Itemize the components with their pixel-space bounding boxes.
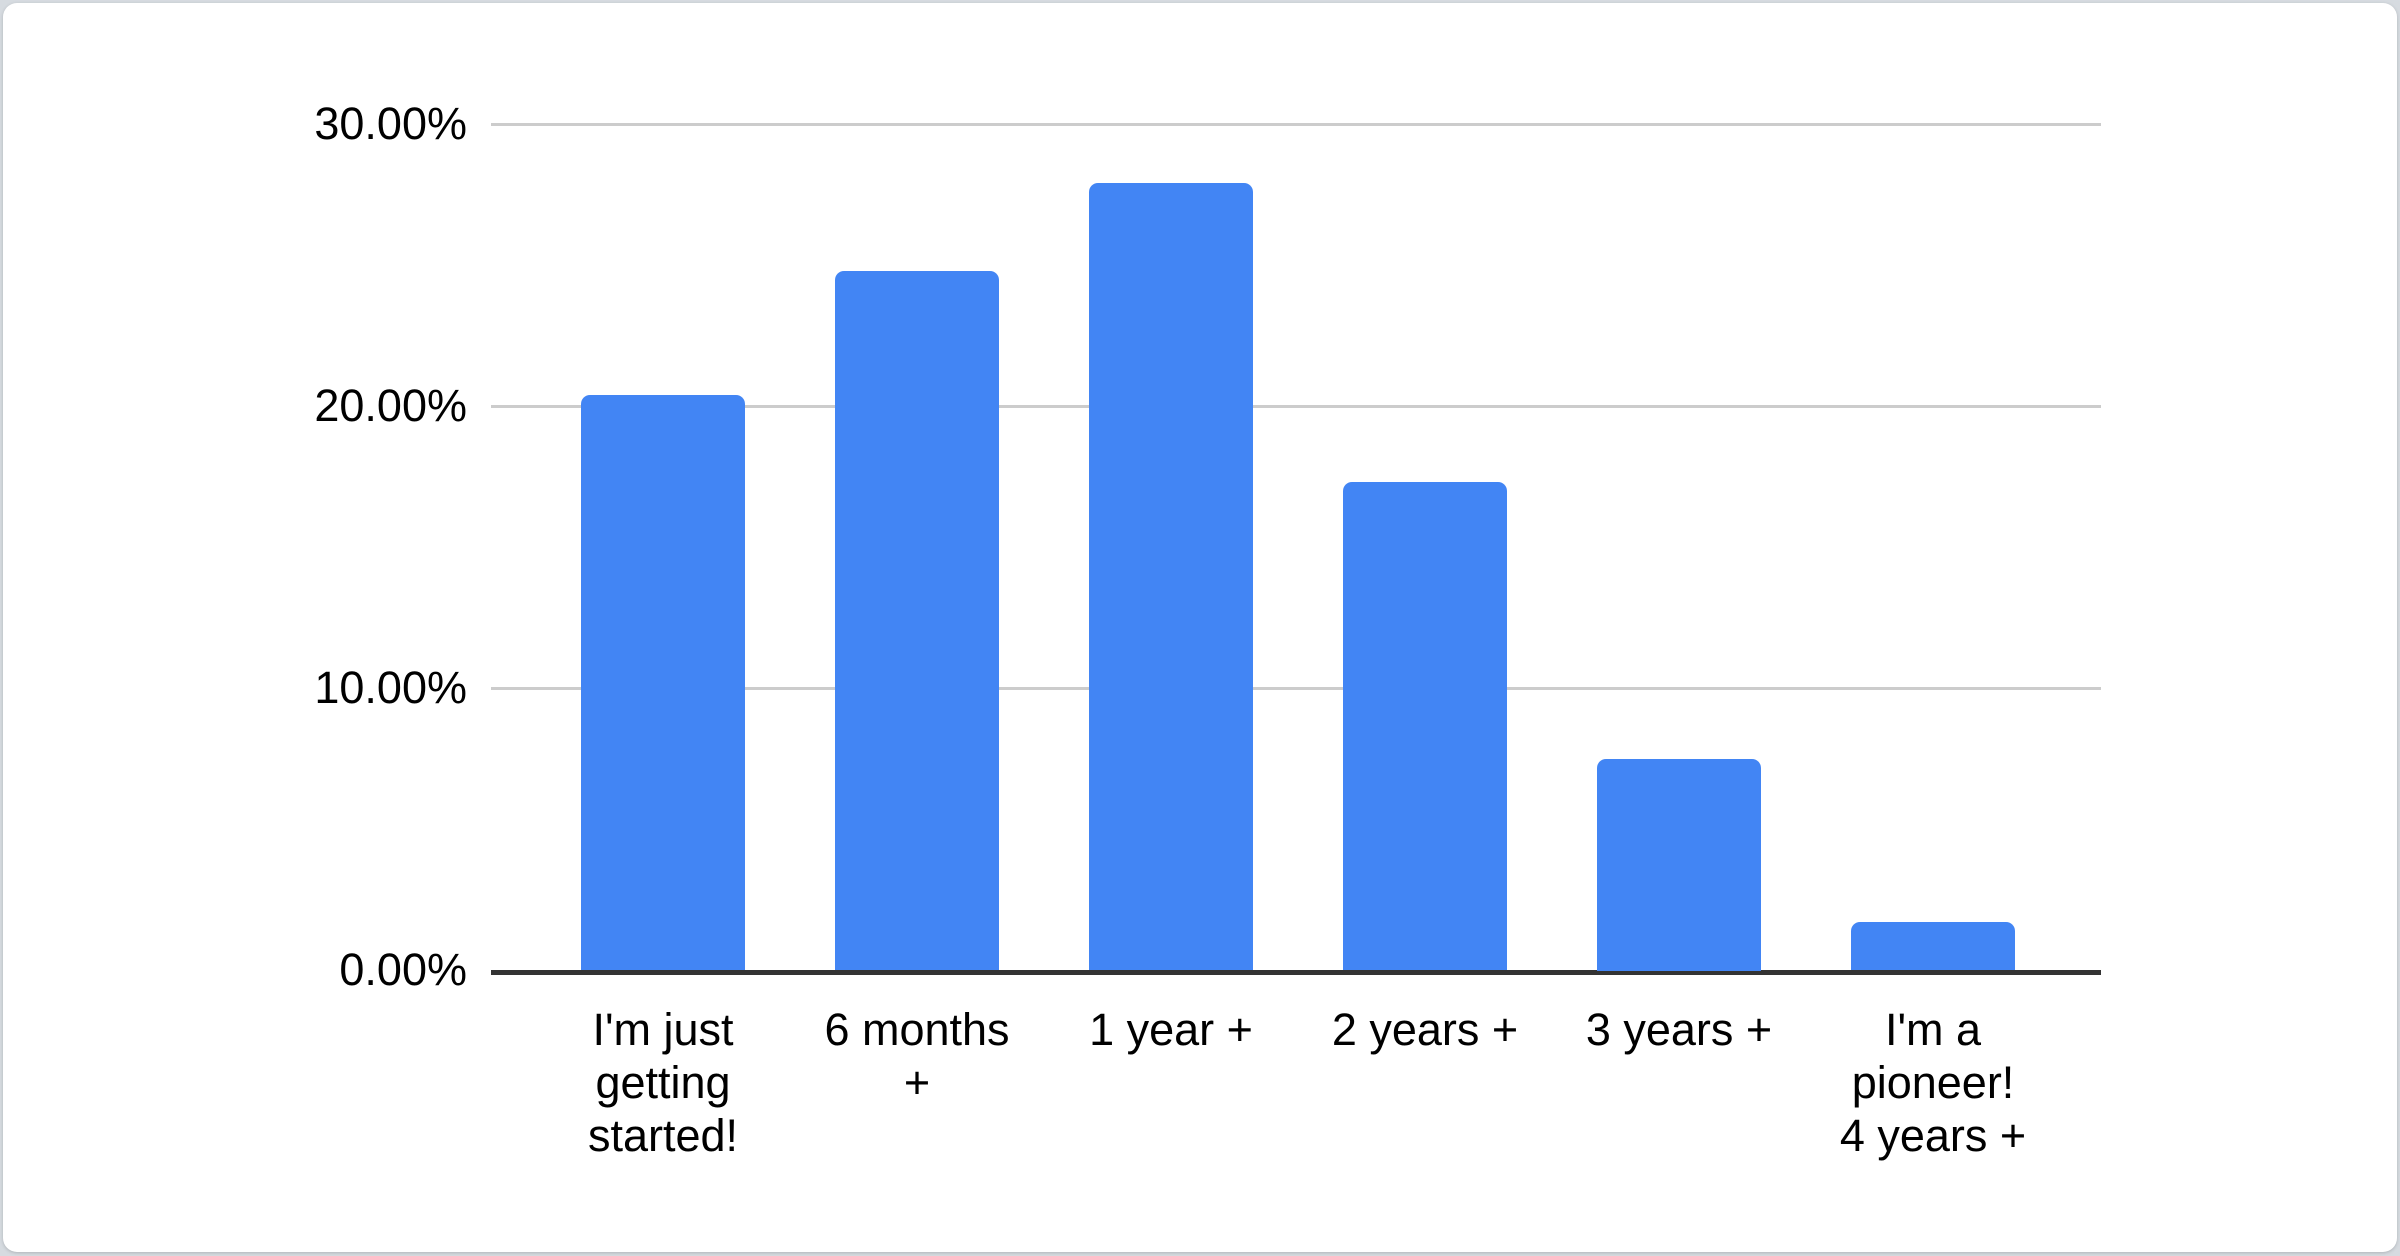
y-axis-tick-label: 0.00% bbox=[339, 944, 467, 995]
x-axis-label-1: 6 months + bbox=[824, 1004, 1010, 1108]
chart-card: 30.00% 20.00% 10.00% 0.00% I'm just getting … bbox=[3, 3, 2397, 1252]
plot-area bbox=[491, 122, 2101, 975]
y-axis-tick-label: 20.00% bbox=[314, 380, 467, 431]
x-axis-label-2: 1 year + bbox=[1089, 1004, 1253, 1055]
y-axis-tick-label: 10.00% bbox=[314, 662, 467, 713]
bar-0[interactable] bbox=[581, 395, 745, 970]
bar-3[interactable] bbox=[1343, 482, 1507, 970]
gridline-30 bbox=[491, 122, 2101, 126]
y-axis-tick-label: 30.00% bbox=[314, 98, 467, 149]
x-axis-label-5: I'm a pioneer! 4 years + bbox=[1839, 1004, 2027, 1161]
gridline-20 bbox=[491, 404, 2101, 408]
bar-1[interactable] bbox=[835, 271, 999, 970]
x-axis-label-4: 3 years + bbox=[1585, 1004, 1773, 1055]
bar-5[interactable] bbox=[1851, 922, 2015, 970]
gridline-10 bbox=[491, 686, 2101, 690]
bar-4[interactable] bbox=[1597, 759, 1761, 971]
x-axis-baseline bbox=[491, 970, 2101, 975]
bar-2[interactable] bbox=[1089, 183, 1253, 970]
x-axis-label-0: I'm just getting started! bbox=[587, 1004, 739, 1161]
x-axis-label-3: 2 years + bbox=[1331, 1004, 1519, 1055]
